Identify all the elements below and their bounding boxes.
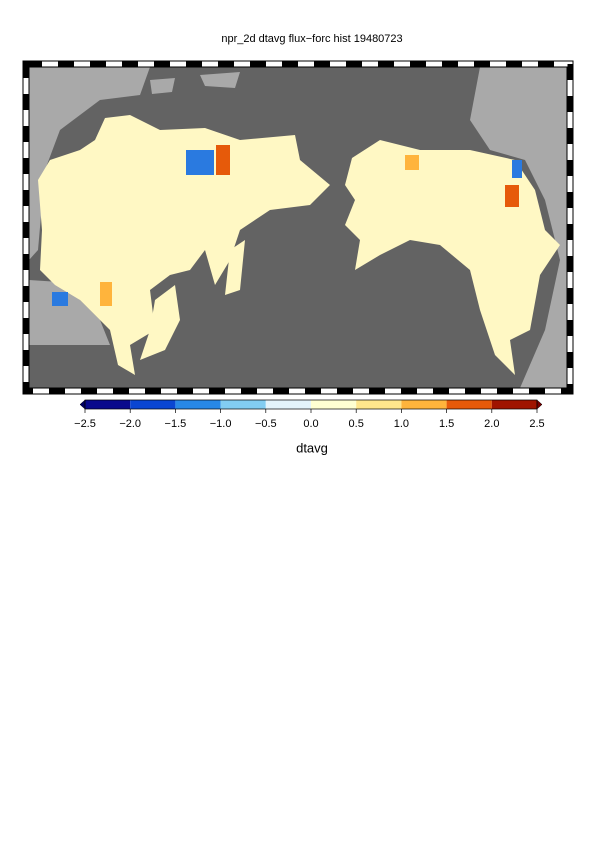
anomaly-patch: [505, 185, 519, 207]
colorbar-tick-label: −0.5: [255, 418, 277, 430]
anomaly-patch: [52, 292, 68, 306]
anomaly-patch: [216, 145, 230, 175]
colorbar-tick-label: 0.0: [303, 418, 318, 430]
colorbar-segment: [175, 400, 221, 409]
colorbar-tick-label: 1.5: [439, 418, 454, 430]
chart-title: npr_2d dtavg flux−forc hist 19480723: [221, 33, 402, 45]
colorbar-tick-label: 2.0: [484, 418, 499, 430]
colorbar-segment: [311, 400, 357, 409]
colorbar-segment: [130, 400, 176, 409]
colorbar-over: [536, 399, 543, 410]
colorbar-tick-label: −2.5: [74, 418, 96, 430]
colorbar-tick-label: 0.5: [349, 418, 364, 430]
colorbar-under: [79, 399, 86, 410]
colorbar-segment: [85, 400, 131, 409]
colorbar-segment: [356, 400, 402, 409]
colorbar-tick-label: −1.5: [165, 418, 187, 430]
frame-outer: [22, 60, 574, 395]
anomaly-patch: [512, 160, 522, 178]
colorbar-tick-label: 2.5: [529, 418, 544, 430]
frame-inner: [28, 66, 568, 389]
anomaly-patch: [186, 150, 214, 175]
land-gray: [29, 280, 110, 345]
colorbar-segment: [220, 400, 266, 409]
land-japan: [140, 240, 245, 360]
colorbar-segment: [265, 400, 311, 409]
map: [29, 67, 567, 388]
land-asia: [38, 115, 330, 375]
land-gray: [470, 67, 567, 388]
anomaly-patch: [100, 282, 112, 306]
colorbar-segment: [491, 400, 537, 409]
colorbar-tick-label: 1.0: [394, 418, 409, 430]
colorbar-label: dtavg: [296, 440, 328, 455]
colorbar-tick-label: −2.0: [119, 418, 141, 430]
colorbar-segment: [401, 400, 447, 409]
island: [150, 72, 240, 94]
colorbar-segment: [446, 400, 492, 409]
frame-checker: [23, 61, 573, 394]
colorbar-tick-label: −1.0: [210, 418, 232, 430]
map-frame: [22, 60, 574, 395]
anomaly-patch: [405, 155, 419, 170]
land-gray: [29, 67, 150, 260]
